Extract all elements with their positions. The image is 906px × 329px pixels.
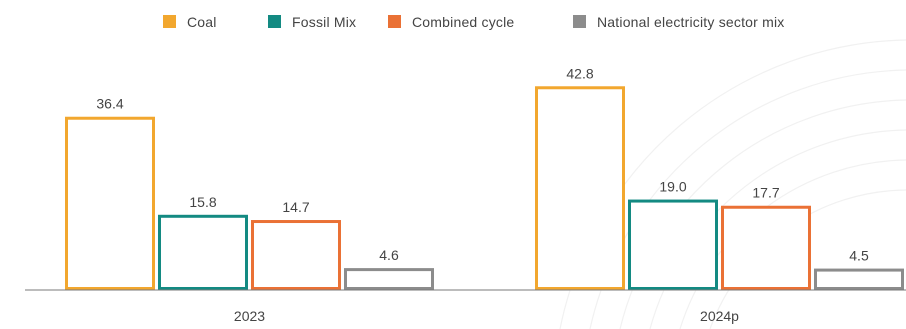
category-label-2024p: 2024p [700, 308, 739, 324]
legend-label-combined-cycle: Combined cycle [412, 14, 514, 30]
bar-combined-cycle-2024p [721, 205, 811, 290]
value-label-combined-cycle-2024p: 17.7 [752, 185, 779, 201]
bar-national-electricity-sector-mix-2023 [344, 268, 434, 291]
category-labels-group: 2023 2024p [234, 308, 739, 324]
value-label-coal-2024p: 42.8 [566, 65, 593, 81]
legend-swatch-combined-cycle [388, 15, 401, 28]
legend: Coal Fossil Mix Combined cycle National ele… [163, 14, 784, 30]
value-label-coal-2023: 36.4 [96, 96, 123, 112]
value-label-national-electricity-sector-mix-2024p: 4.5 [849, 248, 869, 264]
legend-swatch-fossil-mix [268, 15, 281, 28]
value-label-fossil-mix-2024p: 19.0 [659, 179, 686, 195]
legend-label-coal: Coal [187, 14, 217, 30]
category-label-2023: 2023 [234, 308, 265, 324]
bars-group [65, 86, 904, 291]
legend-label-fossil-mix: Fossil Mix [292, 14, 356, 30]
value-label-fossil-mix-2023: 15.8 [189, 194, 216, 210]
legend-swatch-national-electricity-sector-mix [573, 15, 586, 28]
value-labels-group: 36.4 15.8 14.7 4.6 42.8 19.0 17.7 4.5 [96, 65, 869, 263]
bar-fossil-mix-2023 [158, 214, 248, 291]
bar-coal-2024p [535, 86, 625, 290]
bar-national-electricity-sector-mix-2024p [814, 268, 904, 290]
bar-combined-cycle-2023 [251, 220, 341, 290]
legend-label-national-electricity-sector-mix: National electricity sector mix [597, 14, 784, 30]
value-label-combined-cycle-2023: 14.7 [282, 199, 309, 215]
bar-coal-2023 [65, 116, 155, 290]
bar-fossil-mix-2024p [628, 199, 718, 290]
value-label-national-electricity-sector-mix-2023: 4.6 [379, 247, 399, 263]
legend-swatch-coal [163, 15, 176, 28]
